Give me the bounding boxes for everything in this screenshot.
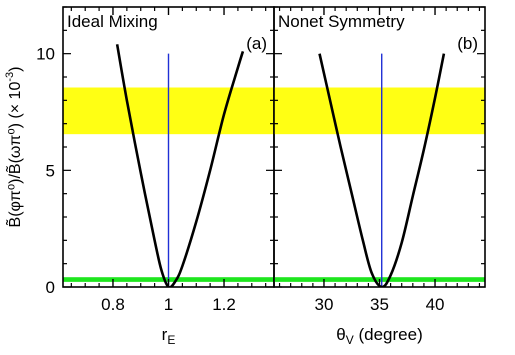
x-tick-label: 0.8 [101,295,125,314]
y-tick-label: 0 [46,278,55,297]
panel-title: Ideal Mixing [67,12,158,31]
panel-tag: (a) [246,34,267,53]
panel-title: Nonet Symmetry [278,12,405,31]
x-tick-label: 40 [426,295,445,314]
panel-ideal-mixing: 0.8 1 1.2 Ideal Mixing (a) rE [62,6,275,347]
x-tick-label: 30 [315,295,334,314]
panel-frame [273,6,486,288]
x-axis-label: rE [162,325,176,347]
series-curve [115,44,245,287]
panel-tag: (b) [457,34,478,53]
series-curve [318,53,446,287]
x-tick-label: 1 [164,295,173,314]
x-axis-label: θV (degree) [336,325,422,347]
x-tick-label: 1.2 [212,295,236,314]
panel-nonet-symmetry: 30 35 40 Nonet Symmetry (b) θV (degree) [273,6,486,347]
x-tick-label: 35 [370,295,389,314]
y-axis: 0 5 10 B̃(φπ⁰)/B̃(ωπ⁰) (× 10-3) [4,45,55,297]
y-axis-label: B̃(φπ⁰)/B̃(ωπ⁰) (× 10-3) [4,67,24,228]
y-tick-label: 10 [36,45,55,64]
y-tick-label: 5 [46,161,55,180]
band-yellow [274,87,485,135]
